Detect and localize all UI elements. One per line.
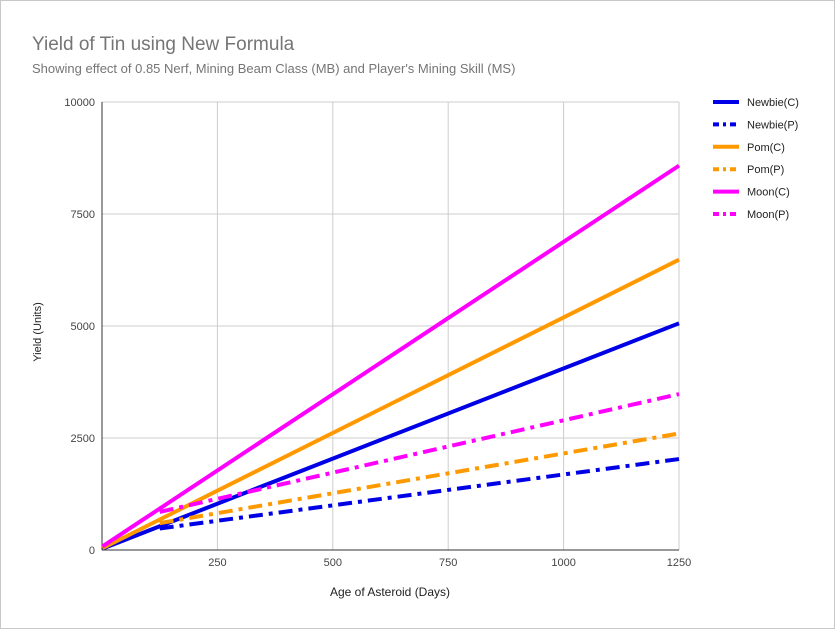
gridlines bbox=[101, 101, 680, 551]
legend-label: Pom(P) bbox=[747, 164, 784, 176]
legend-label: Moon(P) bbox=[747, 209, 789, 221]
y-tick-label: 10000 bbox=[64, 97, 95, 109]
x-tick-label: 500 bbox=[324, 557, 342, 569]
legend-item[interactable]: Newbie(C) bbox=[713, 97, 799, 109]
chart-subtitle: Showing effect of 0.85 Nerf, Mining Beam… bbox=[32, 61, 515, 76]
series-line-3 bbox=[159, 431, 680, 526]
series-line-4 bbox=[101, 163, 681, 549]
legend-item[interactable]: Pom(P) bbox=[713, 164, 784, 176]
y-axis-label: Yield (Units) bbox=[32, 302, 44, 362]
x-axis-label: Age of Asteroid (Days) bbox=[330, 585, 450, 599]
series-line-5 bbox=[159, 392, 680, 514]
series-line-0 bbox=[101, 321, 680, 551]
x-tick-label: 750 bbox=[439, 557, 457, 569]
y-tick-label: 2500 bbox=[71, 433, 95, 445]
legend-item[interactable]: Newbie(P) bbox=[713, 119, 798, 131]
legend-item[interactable]: Moon(C) bbox=[713, 187, 790, 199]
legend-label: Moon(C) bbox=[747, 187, 790, 199]
y-tick-label: 0 bbox=[89, 545, 95, 557]
legend-item[interactable]: Moon(P) bbox=[713, 209, 789, 221]
legend-label: Pom(C) bbox=[747, 142, 785, 154]
y-tick-label: 5000 bbox=[71, 321, 95, 333]
x-tick-label: 250 bbox=[208, 557, 226, 569]
x-tick-label: 1000 bbox=[551, 557, 575, 569]
chart-title: Yield of Tin using New Formula bbox=[32, 34, 295, 55]
legend-item[interactable]: Pom(C) bbox=[713, 142, 785, 154]
x-tick-label: 1250 bbox=[667, 557, 691, 569]
legend-label: Newbie(P) bbox=[747, 119, 798, 131]
y-tick-label: 7500 bbox=[71, 209, 95, 221]
series-lines bbox=[101, 163, 681, 551]
legend[interactable]: Newbie(C) Newbie(P) Pom(C) Pom(P) Moon(C) Moo… bbox=[713, 97, 799, 221]
series-line-1 bbox=[159, 457, 680, 531]
legend-label: Newbie(C) bbox=[747, 97, 799, 109]
tick-labels: 250 500 750 1000 1250 0 2500 5000 7500 10000 bbox=[64, 97, 691, 569]
series-line-2 bbox=[101, 257, 680, 550]
